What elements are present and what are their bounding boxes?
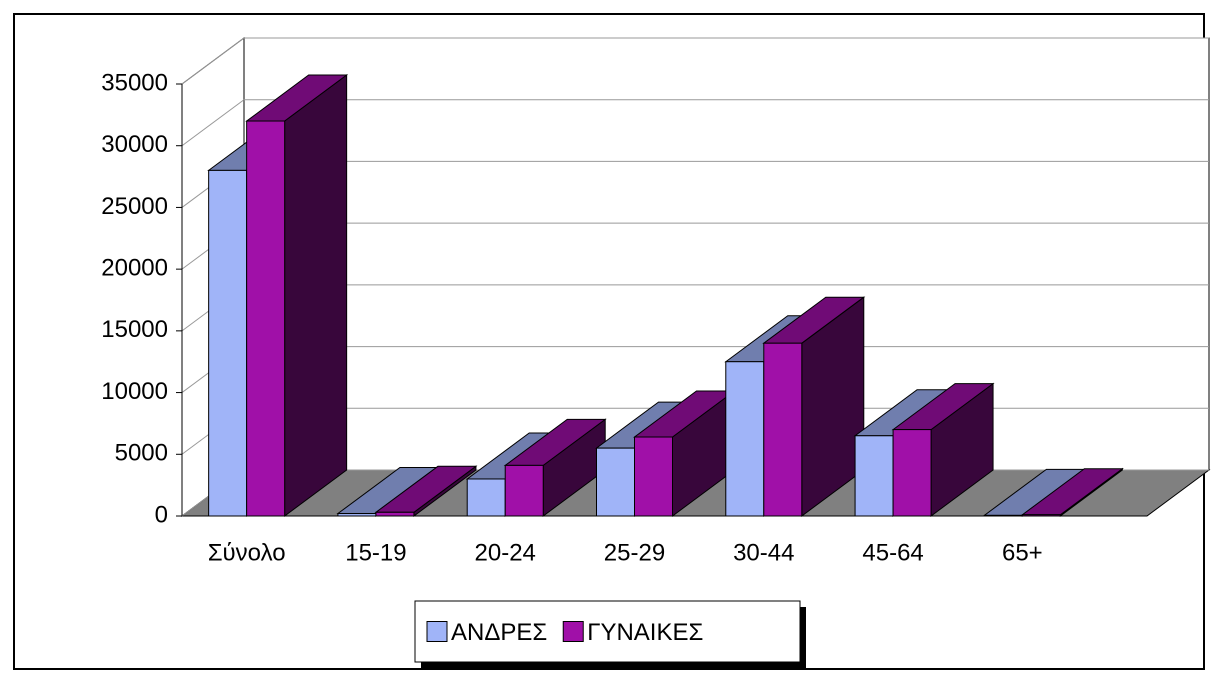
x-tick-label: 20-24 [475,539,536,566]
x-tick-label: 30-44 [733,539,794,566]
y-tick-label: 10000 [101,378,168,405]
bar [763,342,803,517]
bar [375,511,415,517]
bar [1021,514,1061,517]
x-tick-label: 25-29 [604,539,665,566]
grid-line [181,99,245,147]
x-tick-label: 65+ [1002,539,1043,566]
bar [504,464,544,517]
bar [337,513,377,517]
y-tick-label: 35000 [101,69,168,96]
x-tick-label: Σύνολο [208,539,286,566]
bar [892,429,932,517]
bar [854,435,894,517]
legend [414,600,801,663]
bar [725,361,765,517]
bar [634,436,673,517]
bar [208,169,248,517]
y-tick-label: 15000 [101,316,168,343]
legend-swatch [562,621,584,642]
bar [596,447,635,517]
bar [246,120,286,517]
y-tick-label: 30000 [101,131,168,158]
bar [466,478,506,517]
bar [983,514,1023,517]
x-tick-label: 15-19 [345,539,406,566]
y-tick-label: 5000 [115,440,168,467]
grid-line [181,37,245,85]
bar-side [284,74,348,517]
legend-label: ΓΥΝΑΙΚΕΣ [587,619,703,646]
y-tick-label: 0 [155,501,168,528]
y-tick-label: 20000 [101,254,168,281]
x-tick-label: 45-64 [862,539,923,566]
y-tick-label: 25000 [101,193,168,220]
legend-label: ΑΝΔΡΕΣ [451,619,547,646]
legend-swatch [426,621,448,642]
